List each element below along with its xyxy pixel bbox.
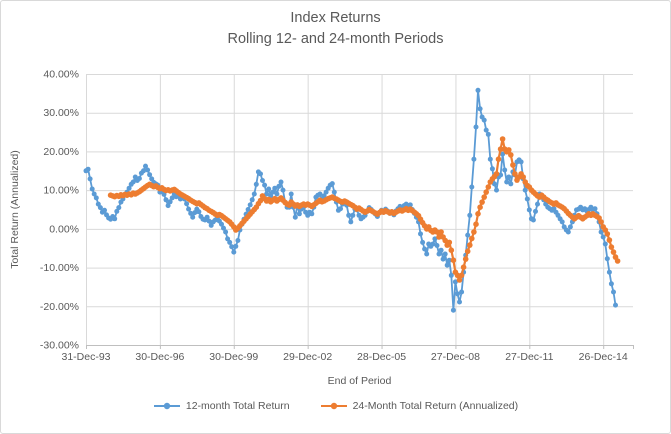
series-24-month <box>107 136 621 283</box>
x-tick-label: 31-Dec-93 <box>61 351 110 363</box>
x-axis-title: End of Period <box>328 375 392 387</box>
chart-title-line2: Rolling 12- and 24-month Periods <box>227 31 444 47</box>
chart-title: Index Returns Rolling 12- and 24-month P… <box>1 8 670 50</box>
x-tick-label: 30-Dec-96 <box>135 351 184 363</box>
x-tick-label: 27-Dec-11 <box>505 351 553 363</box>
chart-title-line1: Index Returns <box>290 10 381 26</box>
legend-item-12-month: 12-month Total Return <box>153 400 290 412</box>
y-tick-label: 30.00% <box>43 107 79 119</box>
legend-label-24-month: 24-Month Total Return (Annualized) <box>352 400 519 412</box>
legend-item-24-month: 24-Month Total Return (Annualized) <box>320 400 519 412</box>
x-axis <box>86 345 634 349</box>
y-tick-label: 10.00% <box>43 185 79 197</box>
series-12-month <box>83 87 618 313</box>
x-tick-label: 29-Dec-02 <box>283 351 332 363</box>
series-markers <box>107 136 621 283</box>
legend-label-12-month: 12-month Total Return <box>185 400 290 412</box>
x-tick-label: 30-Dec-99 <box>209 351 258 363</box>
y-tick-label: -10.00% <box>40 262 79 274</box>
y-tick-label: 0.00% <box>49 223 79 235</box>
legend-marker-line-dot-icon <box>153 402 180 410</box>
y-axis-tick-labels: 40.00% 30.00% 20.00% 10.00% 0.00% -10.00% -20.… <box>40 69 79 352</box>
x-tick-label: 28-Dec-05 <box>357 351 406 363</box>
y-tick-label: -20.00% <box>40 301 79 313</box>
x-tick-label: 26-Dec-14 <box>579 351 628 363</box>
y-tick-label: -30.00% <box>40 340 79 352</box>
y-tick-label: 40.00% <box>43 69 79 81</box>
x-tick-label: 27-Dec-08 <box>431 351 480 363</box>
y-axis-title: Total Return (Annualized) <box>9 150 21 268</box>
x-axis-tick-labels: 31-Dec-93 30-Dec-96 30-Dec-99 29-Dec-02 28-D… <box>61 351 627 363</box>
y-tick-label: 20.00% <box>43 146 79 158</box>
legend-marker-line-dot-icon <box>320 402 347 410</box>
legend: 12-month Total Return 24-Month Total Ret… <box>1 400 670 412</box>
